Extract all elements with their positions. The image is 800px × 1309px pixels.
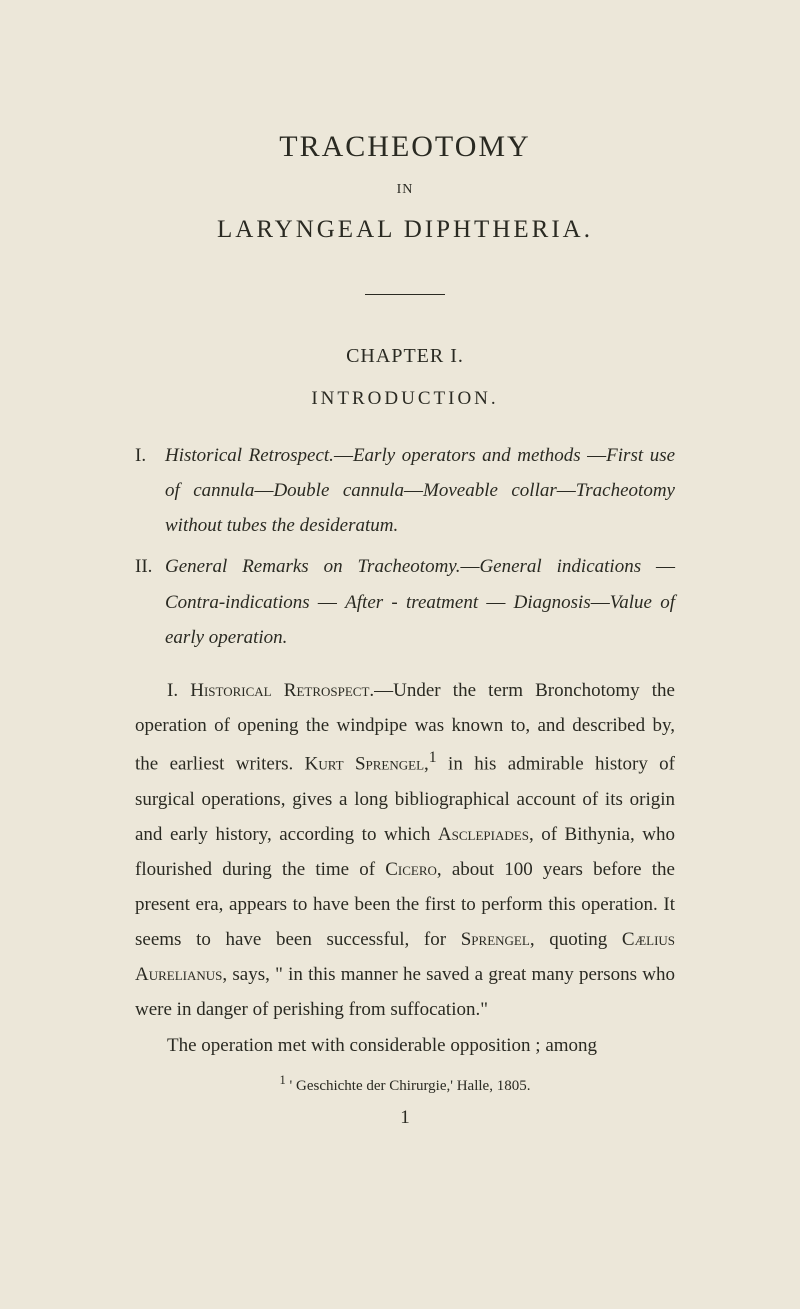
section-heading: INTRODUCTION. — [135, 388, 675, 410]
body-paragraph-2: The operation met with considerable oppo… — [135, 1028, 675, 1063]
chapter-heading: CHAPTER I. — [135, 345, 675, 368]
subtitle: LARYNGEAL DIPHTHERIA. — [135, 216, 675, 244]
para1-sc4: Cicero — [385, 859, 437, 880]
outline-roman-i: I. — [135, 438, 165, 473]
para1-sc1: Historical Retrospect. — [190, 680, 374, 701]
in-word: IN — [135, 182, 675, 198]
footnote: 1 ' Geschichte der Chirurgie,' Halle, 18… — [135, 1073, 675, 1095]
outline-text-i: Historical Retrospect.—Early operators a… — [165, 445, 675, 536]
para1-sup: 1 — [429, 749, 437, 766]
outline-item-ii: II.General Remarks on Tracheotomy.—Gener… — [135, 549, 675, 654]
divider-line — [365, 294, 445, 295]
page-number: 1 — [135, 1107, 675, 1129]
para1-sc3: Asclepiades — [438, 824, 529, 845]
para1-sc2: Kurt Spren­gel — [305, 753, 424, 774]
main-title: TRACHEOTOMY — [135, 130, 675, 164]
outline-text-ii: General Remarks on Tracheotomy.—General … — [165, 556, 675, 647]
para1-prefix: I. — [167, 680, 190, 701]
outline-item-i: I.Historical Retrospect.—Early operators… — [135, 438, 675, 543]
para1-t6: , quoting — [530, 929, 622, 950]
para1-sc5: Sprengel — [461, 929, 530, 950]
body-paragraph-1: I. Historical Retrospect.—Under the term… — [135, 673, 675, 1028]
outline-roman-ii: II. — [135, 549, 165, 584]
footnote-text: ' Geschichte der Chirurgie,' Halle, 1805… — [286, 1078, 531, 1094]
